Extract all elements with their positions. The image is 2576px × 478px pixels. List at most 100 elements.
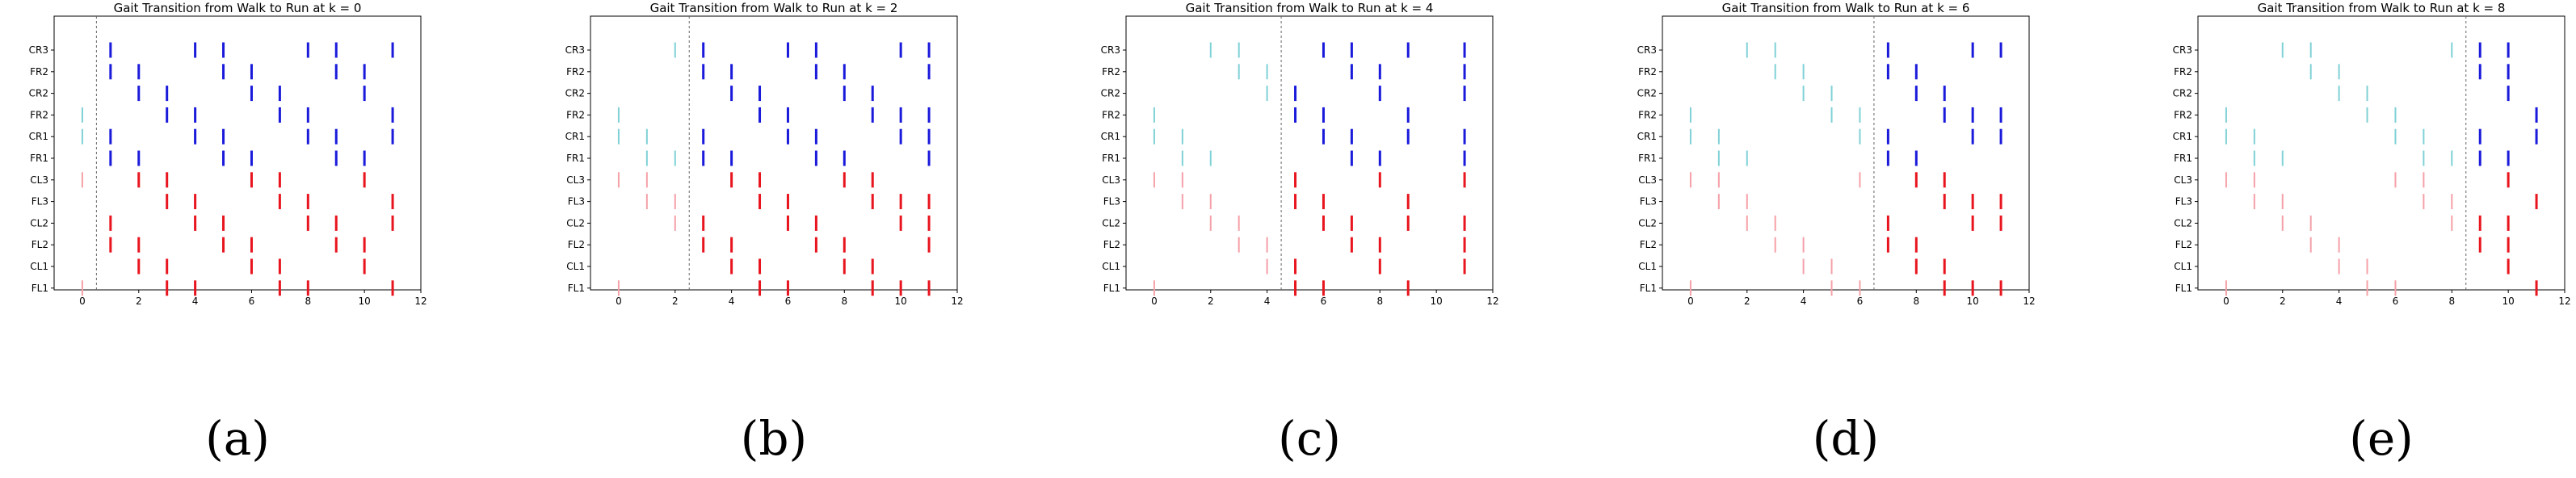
x-tick-label: 8 [305, 296, 311, 307]
x-tick-label: 0 [1151, 296, 1158, 307]
panel-title: Gait Transition from Walk to Run at k = … [1722, 1, 1970, 15]
x-tick-label: 4 [192, 296, 199, 307]
y-tick-label: FL1 [1640, 283, 1657, 294]
x-tick-label: 12 [414, 296, 427, 307]
y-tick-label: FL3 [32, 196, 48, 208]
y-tick-label: FR2 [1102, 66, 1120, 78]
x-tick-label: 0 [1687, 296, 1694, 307]
panel-3: Gait Transition from Walk to Run at k = … [1101, 1, 1499, 307]
y-tick-label: CL1 [1638, 261, 1657, 272]
axes-frame [2197, 15, 2565, 291]
x-tick-label: 10 [359, 296, 371, 307]
panel-title: Gait Transition from Walk to Run at k = … [1186, 1, 1434, 15]
x-tick-label: 0 [2223, 296, 2229, 307]
y-tick-label: CR2 [1637, 88, 1657, 99]
y-tick-label: FL2 [568, 239, 585, 250]
y-tick-label: CL2 [2174, 217, 2192, 229]
y-tick-label: CL1 [30, 261, 48, 272]
y-tick-label: FL2 [2175, 239, 2192, 250]
x-tick-label: 4 [729, 296, 735, 307]
y-tick-label: FR2 [1102, 109, 1120, 120]
y-tick-label: CL3 [1638, 174, 1657, 186]
y-tick-label: CL2 [1102, 217, 1120, 229]
y-tick-label: CR1 [1637, 131, 1657, 142]
x-tick-label: 6 [249, 296, 255, 307]
panel-title: Gait Transition from Walk to Run at k = … [650, 1, 898, 15]
x-tick-label: 4 [2336, 296, 2343, 307]
y-tick-label: CR3 [1101, 44, 1120, 56]
subfigure-caption: (d) [1813, 411, 1879, 466]
x-tick-label: 12 [1486, 296, 1498, 307]
panel-1: Gait Transition from Walk to Run at k = … [29, 1, 427, 307]
y-tick-label: FL3 [568, 196, 585, 208]
x-tick-label: 4 [1801, 296, 1807, 307]
x-tick-label: 10 [1431, 296, 1443, 307]
y-tick-label: CR1 [29, 131, 48, 142]
y-tick-label: CR1 [1101, 131, 1120, 142]
y-tick-label: FR1 [30, 153, 48, 164]
panel-4: Gait Transition from Walk to Run at k = … [1637, 1, 2036, 307]
x-tick-label: 12 [951, 296, 963, 307]
y-tick-label: CR3 [565, 44, 585, 56]
y-tick-label: FR1 [2174, 153, 2192, 164]
y-tick-label: CL1 [566, 261, 585, 272]
y-tick-label: CL2 [30, 217, 48, 229]
axes-frame [1662, 15, 2030, 291]
x-tick-label: 6 [1857, 296, 1864, 307]
axes-frame [53, 15, 422, 291]
y-tick-label: CR1 [2173, 131, 2192, 142]
x-tick-label: 2 [672, 296, 679, 307]
y-tick-label: CR2 [565, 88, 585, 99]
x-tick-label: 10 [2502, 296, 2515, 307]
y-tick-label: CR1 [565, 131, 585, 142]
x-tick-label: 0 [616, 296, 622, 307]
x-tick-label: 2 [2280, 296, 2286, 307]
y-tick-label: FR1 [1638, 153, 1657, 164]
x-tick-label: 2 [1744, 296, 1750, 307]
panel-5: Gait Transition from Walk to Run at k = … [2173, 1, 2571, 307]
x-tick-label: 4 [1264, 296, 1271, 307]
panel-2: Gait Transition from Walk to Run at k = … [565, 1, 964, 307]
y-tick-label: FR2 [566, 109, 585, 120]
x-tick-label: 6 [2393, 296, 2399, 307]
y-tick-label: FL3 [2175, 196, 2192, 208]
y-tick-label: FR2 [30, 66, 48, 78]
y-tick-label: FL3 [1640, 196, 1657, 208]
y-tick-label: FR2 [1638, 109, 1657, 120]
y-tick-label: FR2 [1638, 66, 1657, 78]
y-tick-label: CL1 [2174, 261, 2192, 272]
y-tick-label: FR2 [30, 109, 48, 120]
y-tick-label: CR2 [1101, 88, 1120, 99]
y-tick-label: FL1 [1103, 283, 1120, 294]
y-tick-label: CR3 [2173, 44, 2192, 56]
x-tick-label: 12 [2023, 296, 2035, 307]
subfigure-caption: (a) [205, 411, 270, 466]
y-tick-label: FL3 [1103, 196, 1120, 208]
y-tick-label: FR2 [566, 66, 585, 78]
x-tick-label: 8 [2448, 296, 2455, 307]
y-tick-label: FL1 [32, 283, 48, 294]
y-tick-label: CR3 [29, 44, 48, 56]
panel-title: Gait Transition from Walk to Run at k = … [2258, 1, 2506, 15]
panel-title: Gait Transition from Walk to Run at k = … [114, 1, 362, 15]
x-tick-label: 8 [1913, 296, 1919, 307]
x-tick-label: 6 [1321, 296, 1327, 307]
y-tick-label: FL1 [568, 283, 585, 294]
x-tick-label: 10 [1967, 296, 1979, 307]
y-tick-label: CR3 [1637, 44, 1657, 56]
x-tick-label: 8 [1376, 296, 1383, 307]
y-tick-label: FL2 [1640, 239, 1657, 250]
y-tick-label: FL2 [1103, 239, 1120, 250]
x-tick-label: 2 [1208, 296, 1214, 307]
y-tick-label: CL1 [1102, 261, 1120, 272]
y-tick-label: FR2 [2174, 109, 2192, 120]
subfigure-caption: (e) [2349, 411, 2414, 466]
y-tick-label: FR1 [566, 153, 585, 164]
y-tick-label: CL3 [1102, 174, 1120, 186]
y-tick-label: CR2 [29, 88, 48, 99]
x-tick-label: 2 [136, 296, 142, 307]
y-tick-label: CR2 [2173, 88, 2192, 99]
y-tick-label: CL3 [30, 174, 48, 186]
axes-frame [1125, 15, 1494, 291]
x-tick-label: 12 [2558, 296, 2570, 307]
